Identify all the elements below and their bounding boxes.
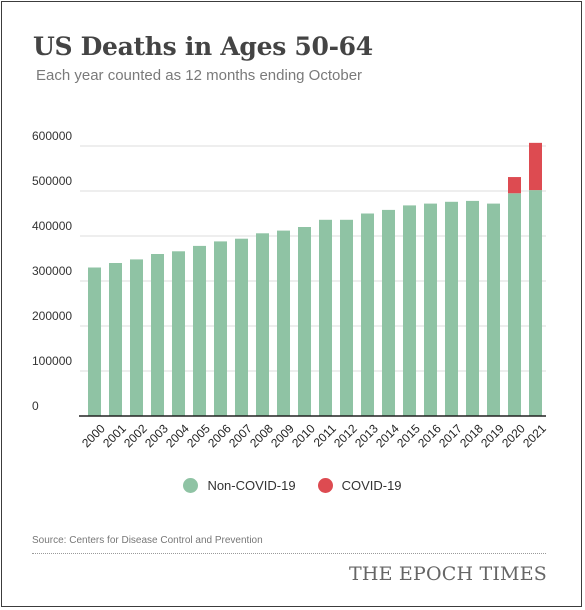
bar-non-covid-2001 <box>109 263 122 416</box>
bar-non-covid-2000 <box>88 267 101 416</box>
y-tick-label: 300000 <box>32 264 72 278</box>
bars <box>88 142 542 416</box>
legend-swatch-covid <box>317 478 333 493</box>
bar-non-covid-2019 <box>487 203 500 416</box>
legend: Non-COVID-19 COVID-19 <box>0 478 585 493</box>
y-axis-labels: 0 100000 200000 300000 400000 500000 600000 <box>32 129 72 413</box>
bar-non-covid-2004 <box>172 251 185 416</box>
bar-non-covid-2015 <box>403 205 416 416</box>
legend-label-non-covid: Non-COVID-19 <box>207 478 296 493</box>
bar-non-covid-2011 <box>319 219 332 416</box>
bar-non-covid-2010 <box>298 227 311 416</box>
bar-non-covid-2018 <box>466 200 479 416</box>
y-tick-label: 600000 <box>32 129 72 143</box>
bar-non-covid-2016 <box>424 203 437 416</box>
y-tick-label: 500000 <box>32 174 72 188</box>
legend-item-covid: COVID-19 <box>317 478 402 493</box>
bar-non-covid-2020 <box>508 193 521 416</box>
y-tick-label: 400000 <box>32 219 72 233</box>
footer-divider <box>32 553 546 554</box>
bar-chart: 0 100000 200000 300000 400000 500000 600000 20… <box>32 129 549 450</box>
bar-covid-2021 <box>529 142 542 191</box>
chart-subtitle: Each year counted as 12 months ending Oc… <box>36 67 363 84</box>
bar-non-covid-2003 <box>151 254 164 416</box>
x-tick-label: 2021 <box>520 421 549 450</box>
bar-non-covid-2007 <box>235 238 248 416</box>
bar-non-covid-2006 <box>214 241 227 416</box>
bar-non-covid-2021 <box>529 190 542 416</box>
y-tick-label: 200000 <box>32 309 72 323</box>
bar-non-covid-2005 <box>193 245 206 416</box>
bar-non-covid-2002 <box>130 259 143 416</box>
y-tick-label: 100000 <box>32 354 72 368</box>
bar-non-covid-2013 <box>361 213 374 416</box>
brand-logo-text: THE EPOCH TIMES <box>348 563 547 585</box>
legend-item-non-covid: Non-COVID-19 <box>183 478 296 493</box>
bar-non-covid-2014 <box>382 209 395 416</box>
legend-label-covid: COVID-19 <box>341 478 402 493</box>
source-note: Source: Centers for Disease Control and … <box>32 535 263 546</box>
bar-non-covid-2009 <box>277 230 290 416</box>
bar-covid-2020 <box>508 177 521 194</box>
chart-title: US Deaths in Ages 50-64 <box>33 32 373 61</box>
y-tick-label: 0 <box>32 399 39 413</box>
bar-non-covid-2012 <box>340 219 353 416</box>
legend-swatch-non-covid <box>183 478 199 493</box>
bar-non-covid-2008 <box>256 233 269 416</box>
x-axis-labels: 2000200120022003200420052006200720082009… <box>79 421 549 450</box>
bar-non-covid-2017 <box>445 201 458 416</box>
